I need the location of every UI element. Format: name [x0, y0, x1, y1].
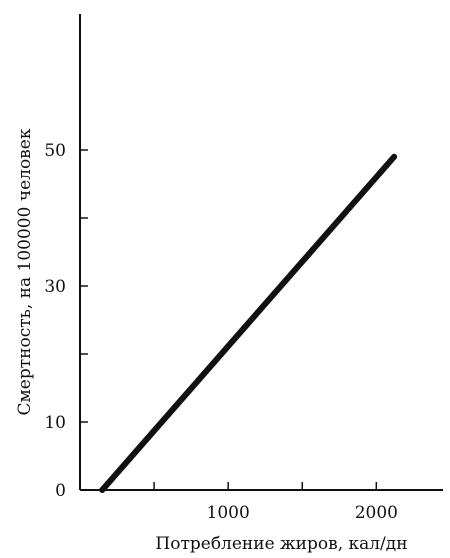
- y-axis-title: Смертность, на 100000 человек: [15, 128, 35, 415]
- y-tick-label: 30: [44, 277, 66, 297]
- x-axis-title: Потребление жиров, кал/дн: [155, 534, 407, 554]
- series: [99, 153, 398, 493]
- x-tick-label: 2000: [355, 503, 398, 523]
- ticks: 0 10 30 50 1000 2000: [44, 141, 398, 523]
- series-line: [99, 153, 398, 493]
- y-tick-label: 50: [44, 141, 66, 161]
- y-tick-label: 0: [55, 481, 66, 501]
- axes: [79, 14, 443, 491]
- y-tick-label: 10: [44, 413, 66, 433]
- x-tick-label: 1000: [207, 503, 250, 523]
